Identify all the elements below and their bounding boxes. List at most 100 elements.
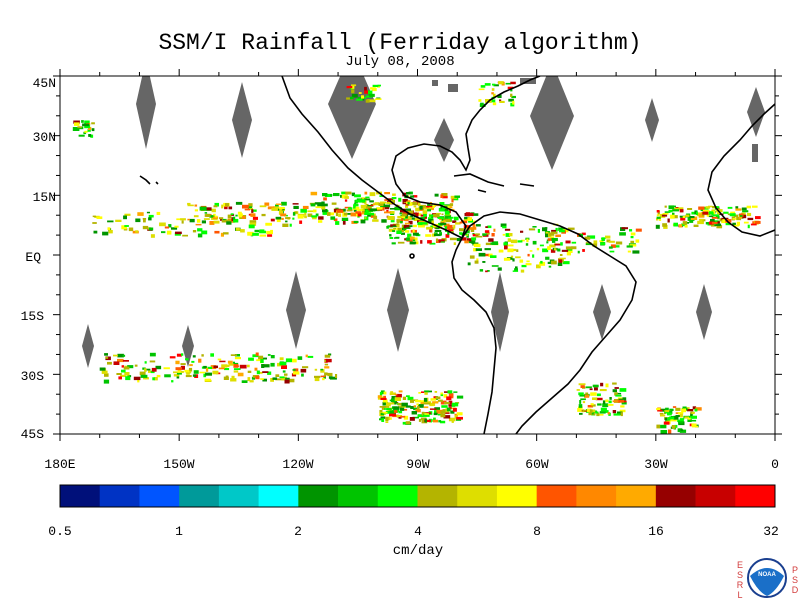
- rain-cell: [397, 227, 402, 232]
- rain-cell: [355, 199, 362, 203]
- rain-cell: [289, 378, 295, 383]
- rain-cell: [454, 195, 460, 198]
- rain-cell: [585, 243, 593, 246]
- rain-cell: [192, 355, 196, 358]
- rain-cell: [507, 86, 514, 89]
- rain-cell: [608, 246, 613, 249]
- rain-cell: [712, 214, 719, 217]
- rain-cell: [472, 233, 475, 235]
- rain-cell: [281, 217, 284, 220]
- rain-cell: [297, 356, 303, 360]
- rain-cell: [396, 415, 403, 418]
- rain-cell: [248, 203, 253, 207]
- rain-cell: [252, 209, 257, 212]
- rain-cell: [608, 400, 612, 404]
- rain-cell: [467, 262, 471, 266]
- rain-cell: [526, 260, 530, 263]
- rain-cell: [420, 417, 427, 421]
- rain-cell: [600, 382, 604, 387]
- rain-cell: [175, 360, 180, 365]
- rain-cell: [84, 120, 90, 124]
- rain-cell: [260, 378, 264, 380]
- rain-cell: [679, 413, 683, 418]
- rain-cell: [344, 206, 352, 209]
- rain-cell: [353, 204, 356, 209]
- rain-cell: [380, 390, 385, 395]
- rain-cell: [679, 429, 687, 433]
- rain-cell: [486, 232, 490, 235]
- rain-cell: [659, 412, 664, 415]
- coastline-caribbean: [453, 173, 535, 193]
- rain-cell: [549, 244, 556, 248]
- rain-cell: [687, 417, 691, 420]
- rain-cell: [175, 367, 182, 371]
- rain-cell: [716, 212, 721, 215]
- rain-cell: [278, 207, 286, 209]
- rain-cell: [376, 207, 383, 210]
- rain-cell: [584, 394, 590, 398]
- rain-cell: [199, 206, 207, 211]
- rain-cell: [231, 375, 235, 379]
- rain-cell: [204, 212, 208, 214]
- rain-cell: [315, 206, 322, 209]
- rain-cell: [681, 223, 687, 227]
- rain-cell: [307, 213, 313, 217]
- rain-cell: [429, 242, 436, 245]
- rain-cell: [73, 120, 80, 124]
- rain-cell: [266, 230, 273, 235]
- rain-cell: [361, 197, 367, 200]
- rain-cell: [392, 407, 400, 412]
- rain-cell: [127, 375, 132, 378]
- rain-cell: [566, 251, 571, 256]
- rain-cell: [121, 365, 125, 368]
- rain-cell: [678, 207, 684, 211]
- rain-cell: [565, 240, 571, 244]
- rain-cell: [369, 192, 376, 197]
- rain-cell: [419, 206, 423, 210]
- rain-cell: [725, 223, 731, 226]
- rain-cell: [405, 218, 409, 222]
- rain-cell: [235, 201, 243, 205]
- rain-cell: [461, 220, 468, 224]
- rain-cell: [240, 229, 245, 233]
- rain-cell: [682, 216, 686, 219]
- rain-cell: [577, 408, 582, 412]
- rain-cell: [279, 357, 284, 361]
- rain-cell: [415, 213, 419, 217]
- rain-cell: [187, 202, 191, 205]
- rain-cell: [508, 98, 514, 102]
- rain-cell: [423, 402, 431, 405]
- rain-cell: [667, 412, 672, 416]
- rain-cell: [333, 193, 340, 197]
- rain-cell: [142, 367, 146, 370]
- missing-data-patch: [752, 144, 758, 162]
- rain-cell: [108, 230, 113, 234]
- rain-cell: [248, 357, 254, 361]
- rain-cell: [578, 383, 586, 386]
- rain-cell: [302, 366, 309, 369]
- rain-cell: [353, 220, 359, 224]
- rain-cell: [149, 352, 156, 357]
- rain-cell: [213, 205, 218, 208]
- rain-cell: [249, 380, 254, 383]
- rain-cell: [144, 361, 147, 364]
- rain-cell: [456, 412, 463, 416]
- rain-cell: [440, 220, 447, 223]
- rain-cell: [239, 364, 247, 369]
- rain-cell: [422, 210, 428, 214]
- rain-cell: [447, 224, 453, 229]
- rain-cell: [343, 212, 348, 216]
- rain-cell: [164, 226, 169, 229]
- rain-cell: [412, 195, 418, 198]
- rain-cell: [444, 208, 449, 212]
- rain-cell: [715, 215, 720, 219]
- rain-cell: [459, 228, 465, 232]
- rain-cell: [101, 370, 108, 374]
- rain-cell: [612, 389, 617, 393]
- colorbar: [60, 485, 776, 507]
- rain-cell: [152, 377, 155, 381]
- rain-cell: [262, 371, 269, 373]
- rain-cell: [213, 365, 218, 369]
- lat-label-45s: 45S: [21, 427, 45, 442]
- rain-cell: [418, 419, 421, 422]
